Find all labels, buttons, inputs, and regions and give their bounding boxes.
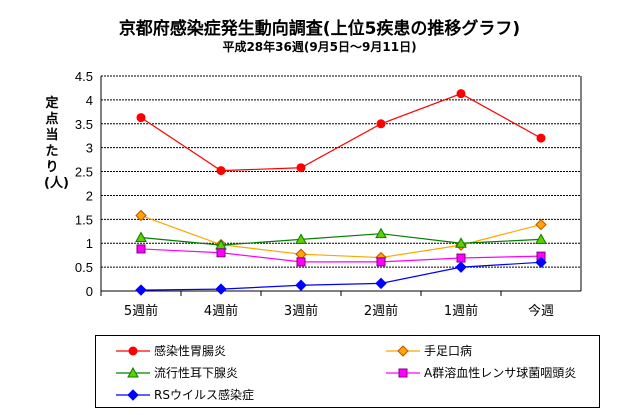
data-point (295, 279, 307, 291)
y-tick-label: 0 (86, 284, 93, 299)
series-3 (136, 244, 546, 267)
legend-marker (127, 366, 139, 377)
legend-marker (398, 368, 408, 377)
chart-title: 京都府感染症発生動向調査(上位5疾患の推移グラフ) (118, 19, 521, 39)
data-point (456, 253, 466, 263)
y-tick-label: 0.5 (75, 260, 93, 275)
x-tick-label: 2週前 (364, 303, 398, 319)
legend-label: 感染性胃腸炎 (154, 344, 227, 358)
data-point (295, 233, 307, 244)
legend-label: 手足口病 (424, 344, 473, 358)
legend-swatch (116, 388, 150, 401)
y-tick-label: 1 (86, 236, 93, 251)
data-point (375, 277, 387, 290)
data-point (135, 284, 147, 296)
data-point (136, 113, 146, 123)
data-point (135, 209, 147, 222)
legend-swatch (116, 346, 150, 355)
series-line (140, 233, 542, 246)
data-point (215, 283, 227, 295)
data-point (375, 227, 387, 239)
x-tick-label: 今週 (528, 303, 554, 319)
data-point (376, 119, 386, 129)
y-tick-label: 2 (86, 188, 93, 203)
legend-item: 手足口病 (386, 342, 472, 359)
legend-label: 流行性耳下腺炎 (154, 366, 239, 380)
data-point (216, 248, 226, 258)
data-point (455, 261, 467, 273)
y-tick-label: 1.5 (75, 212, 93, 227)
data-point (456, 89, 466, 99)
data-point (535, 233, 547, 244)
x-tick-label: 4週前 (204, 303, 238, 319)
series-2 (135, 227, 547, 250)
y-tick-label: 4.5 (75, 69, 93, 84)
legend: 感染性胃腸炎 手足口病流行性耳下腺炎 A群溶血性レンサ球菌咽頭炎 RSウイルス感染症 (95, 335, 600, 408)
data-point (216, 166, 226, 176)
data-point (536, 133, 546, 143)
plot-area: 0 0.5 1 1.5 2 2.5 3 3.5 4 4.5 5週前 4週前 3週前 2週前 1週前 今週 (75, 69, 582, 319)
y-tick-label: 3 (86, 141, 93, 156)
x-tick-label: 5週前 (124, 303, 158, 319)
data-point (376, 257, 386, 267)
data-point (535, 256, 547, 269)
legend-item: 流行性耳下腺炎 (116, 364, 238, 381)
y-tick-label: 4 (86, 93, 93, 108)
series-line (140, 261, 542, 291)
legend-swatch (386, 344, 420, 357)
x-tick-label: 3週前 (284, 303, 318, 319)
legend-marker (127, 388, 139, 401)
data-point (535, 218, 547, 231)
data-point (296, 163, 306, 173)
legend-item: RSウイルス感染症 (116, 386, 254, 403)
data-point (135, 231, 147, 242)
y-tick-label: 2.5 (75, 165, 93, 180)
x-tick-label: 1週前 (444, 303, 478, 319)
legend-item: A群溶血性レンサ球菌咽頭炎 (386, 364, 576, 381)
legend-swatch (116, 366, 150, 377)
series-line (140, 93, 542, 172)
legend-item: 感染性胃腸炎 (116, 342, 226, 359)
chart-subtitle: 平成28年36週(9月5日～9月11日) (222, 40, 417, 54)
legend-label: A群溶血性レンサ球菌咽頭炎 (424, 366, 577, 380)
legend-marker (128, 346, 138, 355)
data-point (296, 257, 306, 267)
legend-label: RSウイルス感染症 (154, 388, 254, 402)
data-point (455, 237, 467, 248)
y-tick-label: 3.5 (75, 117, 93, 132)
legend-swatch (386, 368, 420, 377)
series-0 (136, 89, 546, 176)
legend-marker (397, 344, 409, 357)
series-line (140, 248, 542, 263)
series-line (140, 214, 542, 259)
series-4 (135, 256, 547, 296)
data-point (136, 244, 146, 254)
